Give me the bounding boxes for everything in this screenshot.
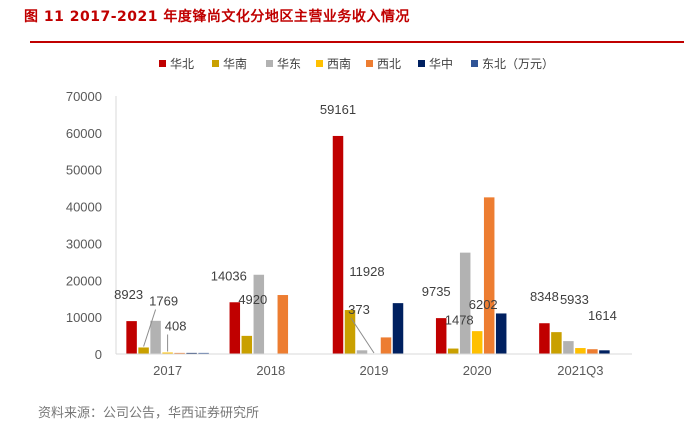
legend-swatch	[266, 60, 273, 67]
bar-2021Q3-华东	[563, 341, 574, 354]
data-label: 8923	[114, 287, 143, 302]
bar-2017-华东	[150, 320, 161, 354]
figure-title: 图 11 2017-2021 年度锋尚文化分地区主营业务收入情况	[24, 9, 410, 25]
data-label: 59161	[320, 102, 356, 117]
bar-2021Q3-西南	[575, 348, 586, 354]
y-axis: 0 10000 20000 30000 40000 50000 60000 70000	[66, 89, 117, 362]
x-tick-label: 2020	[463, 363, 492, 378]
x-tick-label: 2019	[360, 363, 389, 378]
legend-label: 华东	[277, 57, 301, 71]
legend-label: 华中	[429, 56, 453, 71]
data-labels: 8923 1769 408 14036 4920 59161 11928 373 9735 147…	[114, 102, 617, 334]
data-label: 1614	[588, 308, 617, 323]
bar-2020-华北	[435, 318, 447, 354]
bar-2018-华北	[229, 302, 241, 354]
bar-2018-华东	[253, 274, 265, 354]
bar-2018-华南	[241, 335, 253, 354]
y-tick-label: 70000	[66, 89, 102, 104]
bar-2017-西北	[174, 352, 185, 354]
bar-2019-西北	[380, 337, 392, 354]
legend-label: 华北	[170, 57, 194, 71]
bar-2020-华东	[459, 252, 471, 354]
title-divider	[30, 41, 684, 43]
legend-label: 西北	[377, 57, 401, 71]
y-tick-label: 10000	[66, 310, 102, 325]
data-label: 1769	[149, 293, 178, 308]
data-label: 11928	[349, 264, 384, 279]
y-tick-label: 60000	[66, 126, 102, 141]
bar-chart: 华北 华南 华东 西南 西北 华中 东北（万元） 0 10000 20000 30000 40000…	[66, 56, 632, 378]
bar-marks	[126, 135, 610, 354]
legend-swatch	[471, 60, 478, 67]
bar-2020-华南	[447, 348, 459, 354]
label-leader-lines	[143, 309, 375, 354]
y-tick-label: 30000	[66, 236, 102, 251]
bar-2020-西南	[471, 331, 483, 354]
bar-2017-华北	[126, 321, 137, 354]
data-label: 408	[165, 318, 187, 333]
bar-2019-华中	[392, 303, 404, 354]
chart-legend: 华北 华南 华东 西南 西北 华中 东北（万元）	[159, 56, 554, 71]
bar-2021Q3-华中	[599, 350, 610, 354]
bar-2017-华南	[138, 347, 149, 354]
x-axis: 2017 2018 2019 2020 2021Q3	[116, 353, 632, 378]
bar-2018-西北	[277, 295, 289, 354]
y-tick-label: 40000	[66, 200, 102, 215]
y-tick-label: 20000	[66, 273, 102, 288]
legend-swatch	[366, 60, 373, 67]
bar-2020-华中	[495, 313, 507, 354]
legend-swatch	[212, 60, 219, 67]
data-label: 1478	[445, 313, 474, 328]
bar-2019-华南	[344, 310, 356, 354]
y-tick-label: 50000	[66, 163, 102, 178]
legend-swatch	[316, 60, 323, 67]
data-label: 14036	[211, 268, 247, 283]
bar-2017-西南	[162, 352, 173, 354]
bar-2019-华北	[332, 135, 344, 354]
bar-2020-西北	[483, 197, 495, 354]
legend-label: 西南	[327, 56, 351, 71]
bar-2017-华中	[186, 352, 197, 354]
legend-label: 华南	[223, 56, 247, 71]
bar-2017-东北（万元）	[198, 352, 209, 354]
legend-swatch	[418, 60, 425, 67]
data-label: 5933	[560, 292, 589, 307]
bar-2021Q3-西北	[587, 349, 598, 354]
data-label: 8348	[530, 289, 559, 304]
data-label: 4920	[238, 292, 267, 307]
data-label: 373	[348, 302, 370, 317]
x-tick-label: 2018	[256, 363, 285, 378]
legend-swatch	[159, 60, 166, 67]
data-label: 6202	[469, 297, 498, 312]
data-label: 9735	[422, 284, 451, 299]
leader-line	[350, 317, 375, 354]
y-tick-label: 0	[95, 347, 102, 362]
bar-2019-华东	[356, 350, 368, 354]
legend-label: 东北（万元）	[482, 57, 554, 71]
bar-2021Q3-华南	[551, 332, 562, 354]
x-tick-label: 2021Q3	[557, 363, 603, 378]
bar-2021Q3-华北	[539, 323, 550, 354]
x-tick-label: 2017	[153, 363, 182, 378]
source-note: 资料来源：公司公告，华西证券研究所	[38, 406, 260, 421]
leader-line	[143, 309, 157, 347]
